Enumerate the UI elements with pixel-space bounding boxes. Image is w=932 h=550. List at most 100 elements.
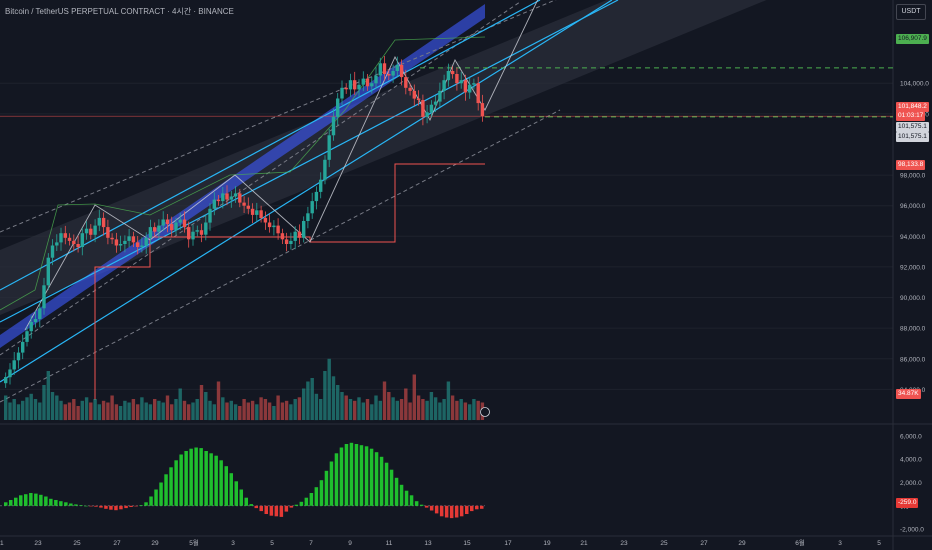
candle-body (250, 208, 255, 215)
oscillator-bar (129, 505, 133, 507)
oscillator-bar (389, 469, 394, 506)
candle-body (101, 217, 106, 228)
price-tick-label: 86,000.0 (900, 356, 926, 363)
volume-bar (80, 400, 84, 421)
candle-body (118, 244, 123, 246)
candle-body (357, 84, 361, 90)
candle-body (29, 322, 33, 332)
oscillator-bar (339, 447, 344, 506)
candle-body (221, 193, 225, 202)
oscillator-tick-label: 4,000.0 (900, 457, 922, 464)
volume-bar (204, 392, 208, 420)
candle-body (438, 90, 442, 102)
volume-bar (93, 399, 97, 420)
bid-price-tag: 101,575.1 (896, 122, 929, 132)
candle-body (153, 227, 157, 232)
volume-bar (55, 395, 59, 420)
candle-body (170, 224, 174, 231)
price-tick-label: 98,000.0 (900, 173, 926, 180)
oscillator-bar (214, 455, 218, 506)
resistance-step-line (0, 36, 486, 311)
candle-body (463, 80, 468, 93)
candle-body (361, 78, 365, 85)
oscillator-bar (354, 444, 359, 506)
volume-bar (255, 404, 259, 421)
volume-bar (225, 402, 229, 420)
candle-body (50, 245, 55, 258)
volume-bar (425, 400, 429, 421)
time-tick-label: 19 (543, 540, 551, 547)
oscillator-bar (404, 490, 409, 506)
candle-body (297, 231, 302, 238)
volume-bar (293, 399, 297, 420)
volume-bar (89, 402, 93, 420)
candle-body (416, 98, 421, 100)
candle-body (174, 222, 178, 231)
oscillator-bar (399, 484, 404, 506)
oscillator-value-tag: -259.0 (896, 498, 919, 508)
price-tick-label: 94,000.0 (900, 234, 926, 241)
oscillator-bar (439, 505, 444, 517)
volume-bar (114, 404, 119, 421)
volume-bar (306, 381, 310, 420)
interval-label[interactable]: 4시간 (172, 7, 192, 16)
oscillator-bar (434, 505, 439, 514)
volume-bar (438, 402, 442, 420)
oscillator-bar (179, 454, 183, 506)
time-tick-label: 5 (270, 540, 274, 547)
candle-body (97, 217, 101, 226)
volume-bar (284, 400, 289, 421)
candle-body (199, 230, 204, 235)
volume-bar (302, 388, 306, 420)
candle-body (459, 80, 463, 84)
candle-body (302, 221, 306, 238)
candle-body (8, 369, 12, 378)
time-tick-label: 6월 (795, 538, 805, 547)
volume-bar (391, 397, 395, 421)
oscillator-bar (314, 487, 319, 506)
header-separator-1: · (164, 7, 173, 16)
volume-bar (140, 397, 144, 421)
volume-bar (216, 381, 221, 420)
candle-body (327, 135, 331, 160)
volume-bar (29, 393, 33, 421)
alert-bolt-icon (480, 407, 490, 417)
candle-body (4, 377, 8, 384)
volume-bar (314, 393, 319, 421)
oscillator-bar (139, 505, 143, 506)
volume-bar (118, 406, 123, 420)
oscillator-bar (209, 453, 213, 506)
time-tick-label: 5 (877, 540, 881, 547)
currency-unit-button[interactable]: USDT (896, 4, 926, 20)
oscillator-bar (89, 505, 93, 507)
candle-body (106, 227, 110, 238)
price-tick-label: 104,000.0 (900, 81, 929, 88)
volume-bar (382, 381, 387, 420)
volume-bar (195, 399, 199, 420)
volume-bar (378, 400, 382, 421)
volume-bar (463, 402, 468, 420)
oscillator-bar (274, 505, 279, 517)
volume-bar (323, 371, 327, 420)
price-tick-label: 96,000.0 (900, 203, 926, 210)
outer-dashed-upper (0, 0, 557, 233)
time-tick-label: 13 (424, 540, 432, 547)
volume-bar (374, 395, 378, 420)
channel-line-middle (0, 0, 619, 323)
oscillator-bar (409, 495, 414, 506)
last-price-tag: 101,848.2 (896, 102, 929, 112)
volume-bar (187, 404, 191, 421)
candle-body (212, 199, 216, 209)
volume-bar (110, 395, 114, 420)
oscillator-bar (219, 460, 223, 506)
oscillator-bar (49, 498, 53, 506)
oscillator-bar (104, 505, 108, 509)
candle-body (306, 213, 310, 221)
volume-bar (229, 400, 233, 421)
candle-body (399, 64, 404, 78)
volume-bar (191, 402, 195, 420)
candle-body (242, 202, 246, 206)
oscillator-bar (229, 473, 233, 506)
